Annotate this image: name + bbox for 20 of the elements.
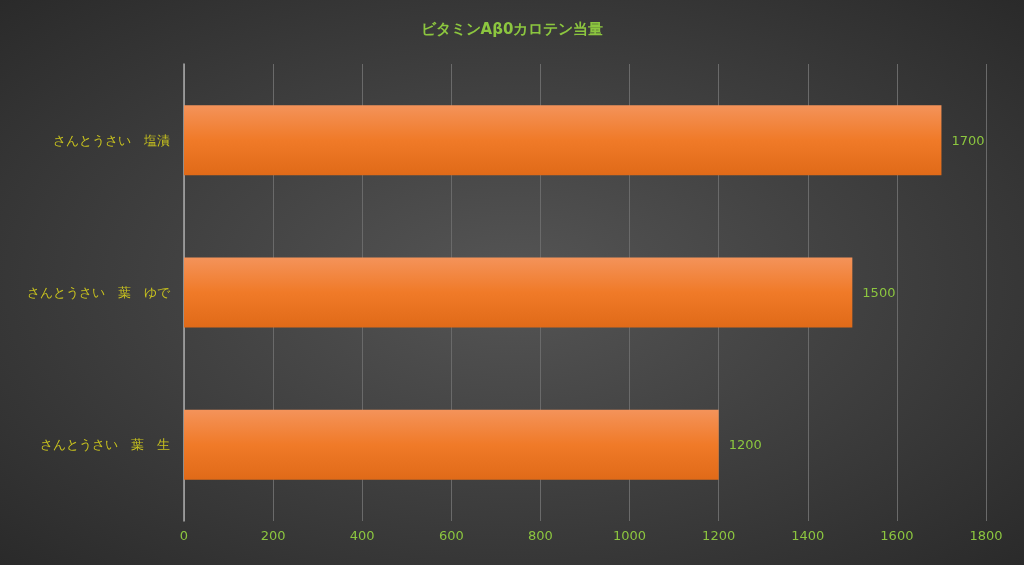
x-tick-label: 200 — [260, 528, 286, 543]
bar — [184, 105, 942, 176]
data-label: 1700 — [951, 132, 985, 148]
data-label: 1500 — [862, 285, 896, 300]
y-tick-label: さんとうさい 葉 生 — [40, 437, 170, 453]
x-tick-label: 1000 — [613, 528, 647, 543]
x-tick-label: 800 — [528, 528, 553, 543]
x-tick-label: 1200 — [702, 528, 736, 543]
x-tick-label: 400 — [349, 528, 375, 543]
data-label: 1200 — [728, 437, 762, 453]
y-tick-label: さんとうさい 葉 ゆで — [27, 285, 171, 300]
x-tick-label: 1800 — [969, 528, 1003, 543]
y-tick-label: さんとうさい 塩漬 — [53, 132, 170, 148]
bar — [184, 409, 719, 480]
x-tick-label: 600 — [438, 528, 464, 543]
x-tick-label: 1400 — [791, 528, 825, 543]
bar — [184, 257, 853, 328]
x-tick-label: 1600 — [880, 528, 914, 543]
x-tick-label: 0 — [179, 528, 189, 543]
chart-title: ビタミンAβ0カロテン当量 — [420, 19, 604, 38]
